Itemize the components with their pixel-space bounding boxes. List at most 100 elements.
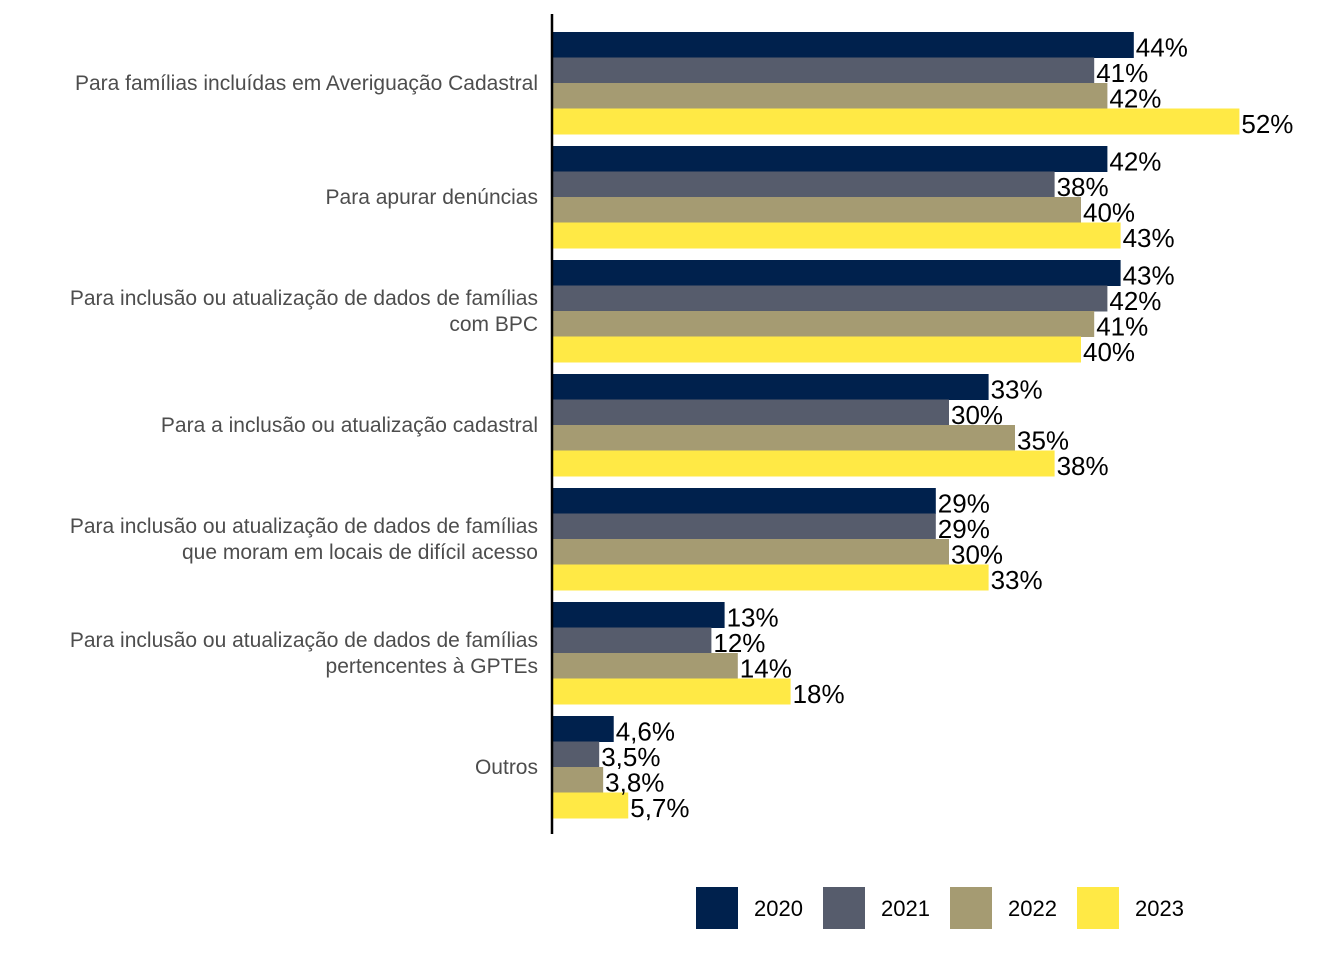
- legend-label-2021: 2021: [881, 896, 930, 921]
- bar-2020-2: [553, 260, 1121, 286]
- value-label-bg: [950, 401, 993, 425]
- value-label-bg: [629, 794, 686, 818]
- value-label-2021-5: 12%: [713, 628, 765, 658]
- category-label-0: Para famílias incluídas em Averiguação C…: [75, 72, 538, 95]
- bar-2021-4: [553, 513, 936, 540]
- bar-2023-3: [553, 450, 1055, 477]
- value-label-2023-1: 43%: [1123, 223, 1175, 253]
- bar-2023-4: [553, 564, 989, 591]
- value-label-2023-2: 40%: [1083, 337, 1135, 367]
- bar-2022-0: [553, 83, 1108, 109]
- value-label-2022-1: 40%: [1083, 198, 1135, 228]
- value-label-2022-3: 35%: [1017, 426, 1069, 456]
- bar-2022-4: [553, 539, 949, 565]
- category-label-1: Para apurar denúncias: [326, 186, 538, 209]
- value-label-bg: [1095, 59, 1138, 83]
- legend-label-2020: 2020: [754, 896, 803, 921]
- value-label-2022-2: 41%: [1096, 312, 1148, 342]
- bar-2023-5: [553, 678, 791, 705]
- value-label-bg: [936, 490, 980, 514]
- value-label-bg: [1108, 148, 1152, 172]
- bar-2022-6: [553, 767, 604, 793]
- value-label-2020-1: 42%: [1109, 147, 1161, 177]
- value-label-2022-5: 14%: [740, 654, 792, 684]
- category-label-5: pertencentes à GPTEs: [326, 655, 538, 678]
- bar-2021-1: [553, 171, 1055, 198]
- value-label-2021-0: 41%: [1096, 58, 1148, 88]
- value-labels-layer: 44%41%42%52%42%38%40%43%43%42%41%40%33%3…: [600, 33, 1293, 823]
- bar-2022-5: [553, 653, 738, 679]
- value-label-2022-0: 42%: [1109, 84, 1161, 114]
- bar-2020-0: [553, 32, 1134, 58]
- value-label-bg: [791, 680, 835, 704]
- bar-2023-2: [553, 336, 1081, 363]
- value-label-bg: [1121, 224, 1165, 248]
- value-label-bg: [712, 629, 756, 653]
- value-label-2020-3: 33%: [991, 375, 1043, 405]
- bar-2020-6: [553, 716, 614, 742]
- value-label-bg: [1055, 452, 1099, 476]
- bar-2021-3: [553, 399, 949, 426]
- value-label-bg: [1082, 338, 1125, 362]
- bar-2020-5: [553, 602, 725, 628]
- legend-label-2023: 2023: [1135, 896, 1184, 921]
- value-label-bg: [1240, 110, 1284, 134]
- bar-2021-0: [553, 57, 1095, 84]
- value-label-bg: [738, 655, 782, 679]
- value-label-bg: [1055, 173, 1099, 197]
- bar-2023-6: [553, 792, 629, 819]
- legend-swatch-2020: [696, 887, 738, 929]
- legend-swatch-2023: [1077, 887, 1119, 929]
- value-label-bg: [936, 515, 980, 539]
- value-label-bg: [1121, 262, 1165, 286]
- value-label-2023-0: 52%: [1241, 109, 1293, 139]
- value-label-2022-6: 3,8%: [605, 768, 664, 798]
- value-label-bg: [1108, 287, 1152, 311]
- bar-2023-1: [553, 222, 1121, 249]
- value-label-2023-4: 33%: [991, 565, 1043, 595]
- value-label-2020-0: 44%: [1136, 33, 1188, 63]
- value-label-bg: [950, 541, 993, 565]
- bar-2021-6: [553, 741, 600, 768]
- bar-2022-3: [553, 425, 1015, 451]
- value-label-bg: [1108, 85, 1152, 109]
- bar-2023-0: [553, 108, 1240, 135]
- bar-2020-1: [553, 146, 1108, 172]
- value-label-bg: [1016, 427, 1059, 451]
- value-label-2022-4: 30%: [951, 540, 1003, 570]
- value-label-2021-2: 42%: [1109, 286, 1161, 316]
- category-label-5: Para inclusão ou atualização de dados de…: [70, 629, 538, 652]
- value-label-bg: [1095, 313, 1138, 337]
- category-label-2: com BPC: [449, 313, 538, 336]
- bar-2022-1: [553, 197, 1081, 223]
- value-label-bg: [989, 376, 1033, 400]
- value-label-2020-4: 29%: [938, 489, 990, 519]
- value-label-2021-3: 30%: [951, 400, 1003, 430]
- category-label-2: Para inclusão ou atualização de dados de…: [70, 287, 538, 310]
- value-label-2020-5: 13%: [727, 603, 779, 633]
- value-label-bg: [604, 769, 661, 793]
- category-label-6: Outros: [475, 756, 538, 779]
- bar-2021-2: [553, 285, 1108, 312]
- legend-swatch-2022: [950, 887, 992, 929]
- category-labels-layer: Para famílias incluídas em Averiguação C…: [70, 72, 538, 779]
- value-label-bg: [725, 604, 769, 628]
- value-label-2020-6: 4,6%: [616, 717, 675, 747]
- legend: 2020 2021 2022 2023: [696, 887, 1184, 929]
- value-label-2021-1: 38%: [1057, 172, 1109, 202]
- value-label-2023-5: 18%: [793, 679, 845, 709]
- value-label-2023-6: 5,7%: [630, 793, 689, 823]
- value-label-2021-6: 3,5%: [601, 742, 660, 772]
- value-label-2021-4: 29%: [938, 514, 990, 544]
- category-label-4: Para inclusão ou atualização de dados de…: [70, 515, 538, 538]
- bar-2020-3: [553, 374, 989, 400]
- category-label-4: que moram em locais de difícil acesso: [182, 541, 538, 564]
- bar-2022-2: [553, 311, 1095, 337]
- value-label-2023-3: 38%: [1057, 451, 1109, 481]
- value-label-2020-2: 43%: [1123, 261, 1175, 291]
- bar-2021-5: [553, 627, 712, 654]
- category-label-3: Para a inclusão ou atualização cadastral: [161, 414, 538, 437]
- value-label-bg: [600, 743, 657, 767]
- value-label-bg: [1082, 199, 1125, 223]
